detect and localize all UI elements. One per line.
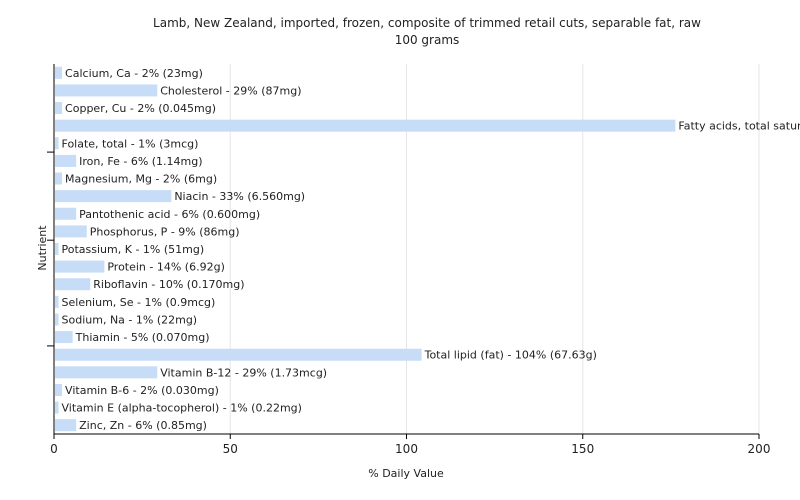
- bar: [55, 119, 676, 132]
- bar-label: Thiamin - 5% (0.070mg): [75, 331, 210, 344]
- bar: [55, 419, 77, 432]
- bar-label: Potassium, K - 1% (51mg): [62, 243, 205, 256]
- bar-label: Selenium, Se - 1% (0.9mcg): [62, 296, 216, 309]
- bar-label: Vitamin B-6 - 2% (0.030mg): [65, 384, 219, 397]
- bar-label: Copper, Cu - 2% (0.045mg): [65, 102, 216, 115]
- chart-subtitle: 100 grams: [395, 33, 460, 47]
- bar-label: Calcium, Ca - 2% (23mg): [65, 67, 203, 80]
- bar: [55, 260, 105, 273]
- bar-label: Folate, total - 1% (3mcg): [62, 137, 199, 150]
- x-tick-label: 200: [748, 442, 771, 456]
- bar: [55, 172, 63, 185]
- bar-label: Zinc, Zn - 6% (0.85mg): [79, 419, 207, 432]
- bar-label: Vitamin B-12 - 29% (1.73mcg): [160, 366, 327, 379]
- axes: 0 50 100 150 200: [47, 64, 770, 456]
- bar-label: Magnesium, Mg - 2% (6mg): [65, 173, 217, 186]
- x-tick-label: 50: [223, 442, 238, 456]
- y-axis-title: Nutrient: [36, 225, 49, 271]
- bar-label: Total lipid (fat) - 104% (67.63g): [424, 349, 597, 362]
- bar: [55, 102, 63, 115]
- x-tick-label: 150: [571, 442, 594, 456]
- bar-label: Protein - 14% (6.92g): [107, 261, 225, 274]
- bar: [55, 313, 59, 326]
- bar-label: Riboflavin - 10% (0.170mg): [93, 278, 244, 291]
- bar: [55, 295, 59, 308]
- bars: Calcium, Ca - 2% (23mg) Cholesterol - 29%…: [55, 66, 800, 432]
- x-axis-title: % Daily Value: [368, 467, 444, 480]
- bar-label: Iron, Fe - 6% (1.14mg): [79, 155, 202, 168]
- bar-label: Fatty acids, total saturated - 176% (35.…: [678, 120, 800, 133]
- chart-title: Lamb, New Zealand, imported, frozen, com…: [153, 16, 701, 30]
- bar: [55, 84, 158, 97]
- bar: [55, 137, 59, 150]
- x-tick-label: 0: [50, 442, 58, 456]
- x-tick-label: 100: [395, 442, 418, 456]
- bar: [55, 190, 172, 203]
- bar-label: Vitamin E (alpha-tocopherol) - 1% (0.22m…: [62, 402, 302, 415]
- bar-label: Niacin - 33% (6.560mg): [174, 190, 305, 203]
- bar-label: Pantothenic acid - 6% (0.600mg): [79, 208, 260, 221]
- bar: [55, 154, 77, 167]
- bar: [55, 207, 77, 220]
- bar: [55, 348, 422, 361]
- bar: [55, 383, 63, 396]
- bar: [55, 366, 158, 379]
- bar-label: Cholesterol - 29% (87mg): [160, 84, 301, 97]
- bar: [55, 225, 87, 238]
- bar: [55, 401, 59, 414]
- bar: [55, 278, 91, 291]
- bar: [55, 243, 59, 255]
- bar-label: Phosphorus, P - 9% (86mg): [90, 225, 240, 238]
- bar: [55, 331, 73, 344]
- bar: [55, 66, 63, 79]
- bar-label: Sodium, Na - 1% (22mg): [62, 313, 198, 326]
